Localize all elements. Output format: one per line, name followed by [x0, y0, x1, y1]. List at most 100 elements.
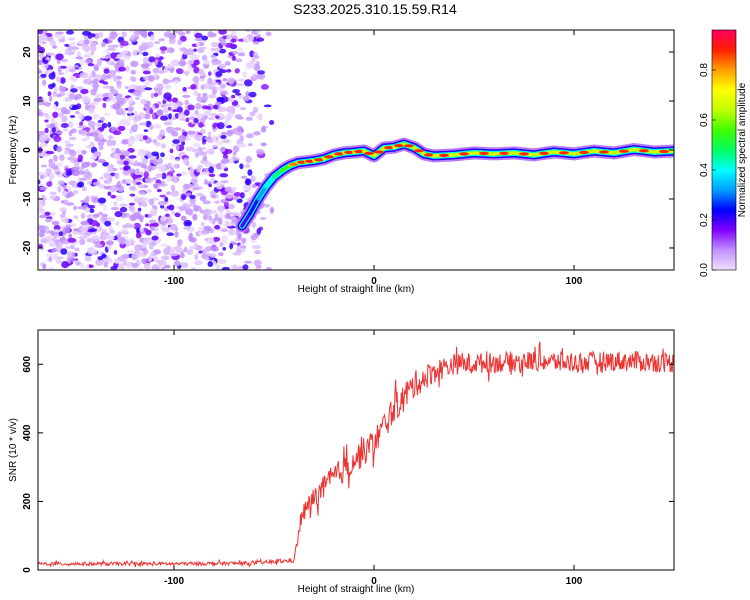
noise-cell — [91, 83, 100, 89]
noise-cell — [71, 104, 79, 111]
noise-cell — [60, 106, 68, 115]
noise-cell — [156, 135, 163, 140]
noise-cell — [206, 148, 215, 155]
noise-cell — [107, 47, 116, 51]
noise-cell — [129, 193, 136, 197]
noise-cell — [249, 50, 255, 58]
noise-cell — [114, 211, 123, 218]
noise-cell — [173, 80, 179, 84]
noise-cell — [69, 150, 77, 157]
noise-cell — [215, 115, 220, 119]
noise-cell — [248, 34, 255, 42]
noise-cell — [154, 87, 163, 93]
noise-cell — [40, 197, 48, 201]
noise-cell — [84, 103, 90, 111]
noise-cell — [104, 56, 109, 59]
noise-cell — [228, 203, 235, 210]
noise-cell — [45, 150, 55, 155]
noise-cell — [181, 194, 187, 201]
colorbar-tick-label: 0.8 — [699, 63, 710, 77]
noise-cell — [160, 204, 165, 209]
noise-cell — [55, 131, 64, 135]
noise-cell — [39, 186, 48, 191]
noise-cell — [167, 162, 173, 169]
noise-cell — [133, 196, 139, 203]
noise-cell — [44, 225, 50, 233]
noise-cell — [173, 260, 181, 267]
noise-cell — [248, 91, 257, 98]
noise-cell — [175, 143, 180, 151]
noise-cell — [203, 208, 212, 216]
noise-cell — [193, 48, 197, 52]
noise-cell — [60, 58, 68, 63]
noise-cell — [256, 228, 262, 235]
noise-cell — [145, 264, 151, 270]
noise-cell — [190, 113, 198, 117]
noise-cell — [78, 235, 87, 240]
noise-cell — [109, 69, 117, 76]
noise-cell — [203, 213, 208, 221]
noise-cell — [188, 232, 193, 239]
noise-cell — [161, 255, 170, 261]
y-tick-label: 10 — [22, 95, 33, 107]
noise-cell — [225, 194, 233, 199]
noise-cell — [211, 135, 217, 142]
noise-cell — [122, 253, 130, 260]
noise-cell — [194, 260, 203, 266]
noise-cell — [82, 96, 91, 104]
noise-cell — [236, 116, 245, 120]
noise-cell — [190, 84, 197, 90]
noise-cell — [80, 88, 89, 95]
noise-cell — [193, 242, 198, 248]
noise-cell — [147, 75, 155, 82]
noise-cell — [192, 213, 198, 221]
noise-cell — [107, 121, 112, 128]
noise-cell — [133, 110, 138, 117]
ridge-peak — [314, 158, 324, 162]
noise-cell — [232, 145, 240, 153]
noise-cell — [181, 188, 188, 194]
noise-cell — [149, 209, 158, 217]
noise-cell — [59, 77, 66, 84]
noise-cell — [132, 174, 138, 180]
noise-cell — [109, 185, 117, 192]
ridge-peak — [334, 152, 344, 156]
noise-cell — [99, 176, 104, 180]
noise-cell — [269, 206, 274, 214]
ridge-segment — [256, 184, 268, 201]
noise-cell — [245, 163, 251, 169]
noise-cell — [83, 39, 90, 45]
noise-cell — [219, 90, 229, 96]
noise-cell — [80, 212, 86, 219]
noise-cell — [232, 50, 239, 55]
noise-cell — [194, 32, 203, 39]
noise-cell — [226, 69, 232, 73]
noise-cell — [151, 204, 157, 210]
noise-cell — [211, 62, 217, 66]
noise-cell — [220, 83, 227, 89]
spectrogram-x-ticks: -100 0 100 — [164, 30, 583, 287]
noise-cell — [153, 92, 159, 98]
noise-cell — [110, 61, 115, 66]
noise-cell — [68, 180, 77, 186]
noise-cell — [38, 96, 43, 100]
noise-cell — [90, 220, 99, 227]
noise-cell — [174, 30, 183, 34]
noise-cell — [245, 91, 250, 97]
noise-cell — [74, 64, 79, 68]
noise-cell — [174, 127, 182, 131]
noise-cell — [38, 44, 42, 50]
noise-cell — [121, 179, 128, 184]
noise-cell — [153, 231, 160, 237]
noise-cell — [128, 237, 136, 245]
y-tick-label: 20 — [22, 46, 33, 58]
noise-cell — [53, 135, 61, 143]
noise-cell — [77, 206, 86, 210]
noise-cell — [204, 161, 213, 167]
noise-cell — [165, 126, 175, 133]
ridge-peak — [404, 144, 414, 148]
noise-cell — [227, 77, 235, 84]
noise-cell — [160, 180, 165, 187]
noise-cell — [184, 109, 190, 116]
noise-cell — [114, 184, 123, 189]
